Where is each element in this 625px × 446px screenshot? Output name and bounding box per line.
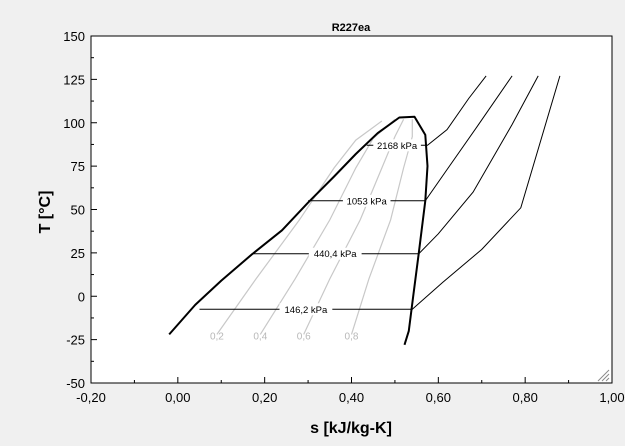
y-axis-label: T [°C] — [37, 191, 54, 234]
y-tick-label: 0 — [78, 289, 85, 304]
isobar-label-bg — [308, 247, 362, 260]
isobar-label: 2168 kPa — [377, 141, 418, 152]
isobar-label: 440,4 kPa — [314, 249, 357, 260]
y-tick-label: 25 — [71, 246, 85, 261]
y-tick-label: 100 — [63, 116, 85, 131]
isobar-label: 146,2 kPa — [285, 305, 328, 316]
x-tick-label: 0,60 — [426, 390, 451, 405]
y-axis: -50 -25 0 25 50 75 100 125 150 — [63, 29, 97, 391]
quality-line — [350, 119, 413, 335]
quality-line-label: 0,8 — [345, 331, 359, 342]
y-tick-label: -25 — [66, 333, 85, 348]
y-tick-label: 125 — [63, 72, 85, 87]
x-tick-label: 0,00 — [165, 390, 190, 405]
chart-title: R227ea — [332, 22, 371, 34]
isobar-label: 1053 kPa — [347, 196, 388, 207]
isobar-label-bg — [342, 194, 391, 207]
x-tick-label: 0,40 — [339, 390, 364, 405]
quality-line-label: 0,6 — [297, 331, 311, 342]
resize-grip-icon[interactable] — [597, 369, 610, 382]
x-tick-label: 1,00 — [599, 390, 624, 405]
y-tick-label: -50 — [66, 376, 85, 391]
quality-line-label: 0,2 — [210, 331, 224, 342]
isobar-line — [251, 75, 539, 255]
x-tick-label: 0,80 — [513, 390, 538, 405]
y-tick-label: 150 — [63, 29, 85, 44]
x-tick-label: -0,20 — [76, 390, 106, 405]
y-tick-label: 50 — [71, 203, 85, 218]
isobar-label-bg — [373, 139, 421, 152]
saturation-dome — [168, 115, 429, 346]
saturation-dome-layer — [168, 115, 429, 346]
quality-line-label: 0,4 — [253, 331, 267, 342]
x-axis-label: s [kJ/kg-K] — [310, 420, 392, 437]
quality-line — [303, 119, 405, 335]
isobars: 146,2 kPa 440,4 kPa 1053 kPa 2168 kPa — [199, 75, 561, 316]
y-tick-label: 75 — [71, 159, 85, 174]
isobar-label-bg — [279, 303, 333, 316]
x-tick-label: 0,20 — [252, 390, 277, 405]
x-axis: -0,20 0,00 0,20 0,40 0,60 0,80 1,00 — [76, 377, 625, 405]
isobar-line — [199, 75, 561, 310]
